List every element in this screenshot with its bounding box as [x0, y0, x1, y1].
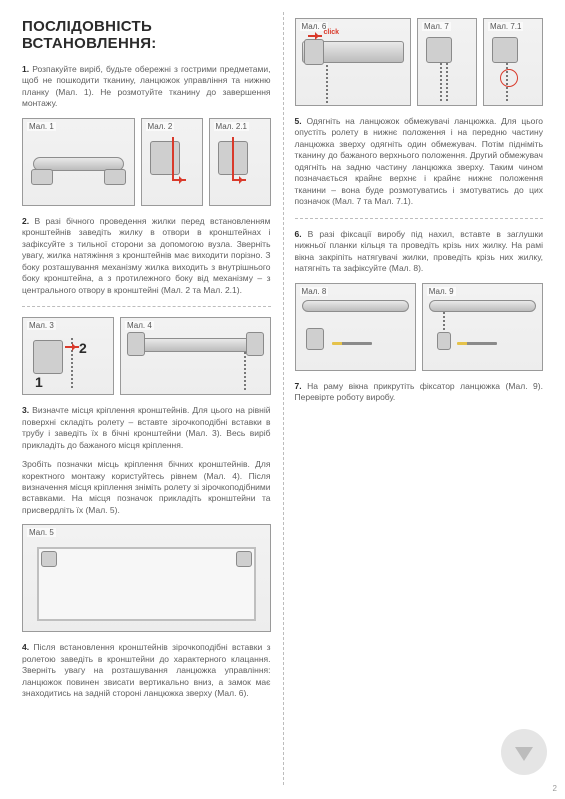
figure-4: Мал. 4: [120, 317, 271, 395]
figure-caption: Мал. 1: [27, 122, 56, 131]
step-num-1: 1.: [22, 64, 29, 74]
fig-row-4: Мал. 6 click Мал. 7 Мал. 7.1: [295, 18, 544, 106]
step-text-1: Розпакуйте виріб, будьте обережні з гост…: [22, 64, 271, 108]
step-num-5: 5.: [295, 116, 302, 126]
step-text-3b: Зробіть позначки місць кріплення бічних …: [22, 459, 271, 515]
callout-2: 2: [79, 340, 87, 356]
figure-6: Мал. 6 click: [295, 18, 412, 106]
fig-row-3: Мал. 5: [22, 524, 271, 632]
fig-row-5: Мал. 8 Мал. 9: [295, 283, 544, 371]
step-7: 7. На раму вікна прикрутіть фіксатор лан…: [295, 381, 544, 404]
step-text-4: Після встановлення кронштейнів зірочкопо…: [22, 642, 271, 698]
step-num-4: 4.: [22, 642, 29, 652]
step-num-3: 3.: [22, 405, 29, 415]
center-divider: [283, 12, 284, 785]
step-2: 2. В разі бічного проведення жилки перед…: [22, 216, 271, 296]
figure-8: Мал. 8: [295, 283, 416, 371]
step-6: 6. В разі фіксації виробу під нахил, вст…: [295, 229, 544, 275]
callout-1: 1: [35, 374, 43, 390]
divider: [22, 306, 271, 307]
figure-3: Мал. 3 2 1: [22, 317, 114, 395]
figure-caption: Мал. 7.1: [488, 22, 523, 31]
figure-caption: Мал. 2: [146, 122, 175, 131]
figure-2: Мал. 2: [141, 118, 203, 206]
figure-9: Мал. 9: [422, 283, 543, 371]
figure-2-1: Мал. 2.1: [209, 118, 271, 206]
step-text-2: В разі бічного проведення жилки перед вс…: [22, 216, 271, 295]
figure-caption: Мал. 7: [422, 22, 451, 31]
step-4: 4. Після встановлення кронштейнів зірочк…: [22, 642, 271, 699]
figure-caption: Мал. 5: [27, 528, 56, 537]
figure-caption: Мал. 2.1: [214, 122, 249, 131]
page-title: ПОСЛІДОВНІСТЬ ВСТАНОВЛЕННЯ:: [22, 18, 271, 52]
step-num-7: 7.: [295, 381, 302, 391]
figure-1: Мал. 1: [22, 118, 135, 206]
step-3a: 3. Визначте місця кріплення кронштейнів.…: [22, 405, 271, 451]
divider: [295, 218, 544, 219]
figure-5: Мал. 5: [22, 524, 271, 632]
step-text-5: Одягніть на ланцюжок обмежувачі ланцюжка…: [295, 116, 544, 206]
figure-caption: Мал. 3: [27, 321, 56, 330]
step-text-6: В разі фіксації виробу під нахил, вставт…: [295, 229, 544, 273]
figure-caption: Мал. 4: [125, 321, 154, 330]
step-3b: Зробіть позначки місць кріплення бічних …: [22, 459, 271, 516]
step-5: 5. Одягніть на ланцюжок обмежувачі ланцю…: [295, 116, 544, 208]
page-number: 2: [553, 784, 557, 793]
watermark-icon: [501, 729, 547, 775]
fig-row-2: Мал. 3 2 1 Мал. 4: [22, 317, 271, 395]
click-label: click: [324, 29, 340, 36]
step-1: 1. Розпакуйте виріб, будьте обережні з г…: [22, 64, 271, 110]
fig-row-1: Мал. 1 Мал. 2 Мал. 2.1: [22, 118, 271, 206]
figure-7: Мал. 7: [417, 18, 477, 106]
figure-caption: Мал. 8: [300, 287, 329, 296]
step-num-6: 6.: [295, 229, 302, 239]
step-text-3a: Визначте місця кріплення кронштейнів. Дл…: [22, 405, 271, 449]
figure-7-1: Мал. 7.1: [483, 18, 543, 106]
figure-caption: Мал. 9: [427, 287, 456, 296]
step-text-7: На раму вікна прикрутіть фіксатор ланцюж…: [295, 381, 543, 402]
step-num-2: 2.: [22, 216, 29, 226]
